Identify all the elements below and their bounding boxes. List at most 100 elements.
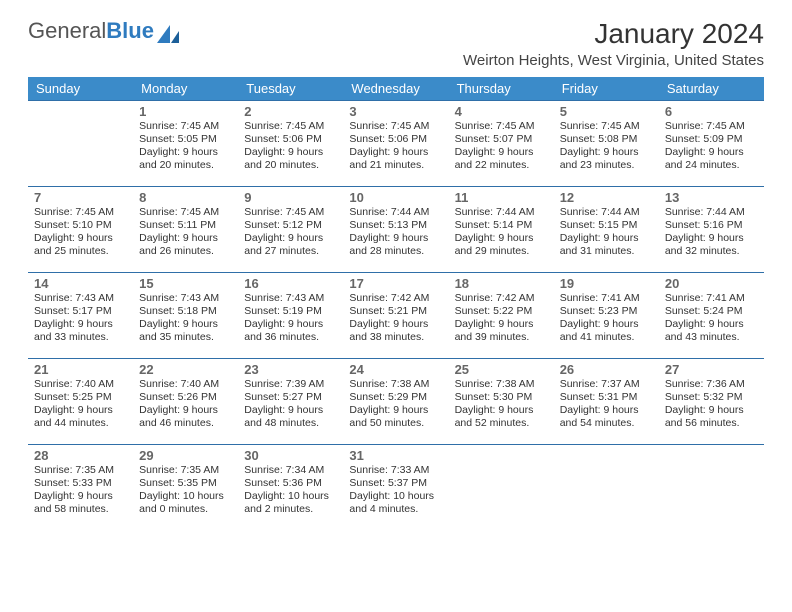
cell-info-line: Daylight: 9 hours bbox=[244, 318, 337, 331]
cell-info-line: Daylight: 9 hours bbox=[34, 232, 127, 245]
cell-info-line: and 29 minutes. bbox=[455, 245, 548, 258]
day-number: 25 bbox=[455, 362, 548, 377]
cell-info-line: Sunset: 5:19 PM bbox=[244, 305, 337, 318]
logo-sail-icon bbox=[157, 23, 179, 41]
cell-info-line: Daylight: 9 hours bbox=[34, 318, 127, 331]
calendar-cell: 20Sunrise: 7:41 AMSunset: 5:24 PMDayligh… bbox=[659, 273, 764, 359]
cell-info-line: Daylight: 9 hours bbox=[244, 404, 337, 417]
day-number: 21 bbox=[34, 362, 127, 377]
day-number: 11 bbox=[455, 190, 548, 205]
cell-info-line: and 36 minutes. bbox=[244, 331, 337, 344]
day-header: Monday bbox=[133, 77, 238, 101]
cell-info-line: Sunrise: 7:41 AM bbox=[665, 292, 758, 305]
cell-info-line: Sunrise: 7:43 AM bbox=[34, 292, 127, 305]
calendar-cell: 4Sunrise: 7:45 AMSunset: 5:07 PMDaylight… bbox=[449, 101, 554, 187]
cell-info-line: and 58 minutes. bbox=[34, 503, 127, 516]
cell-info-line: Sunrise: 7:45 AM bbox=[139, 120, 232, 133]
calendar-week-row: 1Sunrise: 7:45 AMSunset: 5:05 PMDaylight… bbox=[28, 101, 764, 187]
day-number: 8 bbox=[139, 190, 232, 205]
page-header: GeneralBlue January 2024 Weirton Heights… bbox=[28, 18, 764, 69]
day-number: 6 bbox=[665, 104, 758, 119]
calendar-cell: 31Sunrise: 7:33 AMSunset: 5:37 PMDayligh… bbox=[343, 445, 448, 531]
cell-info-line: and 24 minutes. bbox=[665, 159, 758, 172]
cell-info-line: and 56 minutes. bbox=[665, 417, 758, 430]
cell-info-line: Daylight: 9 hours bbox=[139, 404, 232, 417]
cell-info-line: Sunset: 5:05 PM bbox=[139, 133, 232, 146]
cell-info-line: and 35 minutes. bbox=[139, 331, 232, 344]
cell-info-line: Daylight: 9 hours bbox=[560, 404, 653, 417]
day-number: 7 bbox=[34, 190, 127, 205]
calendar-cell: 29Sunrise: 7:35 AMSunset: 5:35 PMDayligh… bbox=[133, 445, 238, 531]
day-number: 24 bbox=[349, 362, 442, 377]
cell-info-line: Sunrise: 7:40 AM bbox=[34, 378, 127, 391]
cell-info-line: Sunrise: 7:39 AM bbox=[244, 378, 337, 391]
cell-info-line: Sunrise: 7:44 AM bbox=[349, 206, 442, 219]
cell-info-line: Sunset: 5:15 PM bbox=[560, 219, 653, 232]
cell-info-line: and 23 minutes. bbox=[560, 159, 653, 172]
calendar-cell: 13Sunrise: 7:44 AMSunset: 5:16 PMDayligh… bbox=[659, 187, 764, 273]
cell-info-line: Sunrise: 7:43 AM bbox=[244, 292, 337, 305]
calendar-cell: 25Sunrise: 7:38 AMSunset: 5:30 PMDayligh… bbox=[449, 359, 554, 445]
cell-info-line: Daylight: 9 hours bbox=[349, 146, 442, 159]
cell-info-line: Sunrise: 7:45 AM bbox=[349, 120, 442, 133]
cell-info-line: Sunset: 5:37 PM bbox=[349, 477, 442, 490]
calendar-cell: 26Sunrise: 7:37 AMSunset: 5:31 PMDayligh… bbox=[554, 359, 659, 445]
calendar-cell: 6Sunrise: 7:45 AMSunset: 5:09 PMDaylight… bbox=[659, 101, 764, 187]
cell-info-line: and 28 minutes. bbox=[349, 245, 442, 258]
cell-info-line: Sunset: 5:07 PM bbox=[455, 133, 548, 146]
cell-info-line: Sunrise: 7:36 AM bbox=[665, 378, 758, 391]
cell-info-line: Daylight: 9 hours bbox=[34, 404, 127, 417]
cell-info-line: Sunrise: 7:45 AM bbox=[139, 206, 232, 219]
calendar-cell: 9Sunrise: 7:45 AMSunset: 5:12 PMDaylight… bbox=[238, 187, 343, 273]
cell-info-line: Sunrise: 7:45 AM bbox=[455, 120, 548, 133]
day-number: 31 bbox=[349, 448, 442, 463]
calendar-cell bbox=[449, 445, 554, 531]
day-number: 1 bbox=[139, 104, 232, 119]
calendar-cell: 10Sunrise: 7:44 AMSunset: 5:13 PMDayligh… bbox=[343, 187, 448, 273]
day-number: 13 bbox=[665, 190, 758, 205]
calendar-cell bbox=[659, 445, 764, 531]
cell-info-line: and 43 minutes. bbox=[665, 331, 758, 344]
day-number: 3 bbox=[349, 104, 442, 119]
cell-info-line: and 27 minutes. bbox=[244, 245, 337, 258]
cell-info-line: Sunset: 5:13 PM bbox=[349, 219, 442, 232]
cell-info-line: and 33 minutes. bbox=[34, 331, 127, 344]
day-header: Thursday bbox=[449, 77, 554, 101]
day-number: 10 bbox=[349, 190, 442, 205]
cell-info-line: Sunrise: 7:43 AM bbox=[139, 292, 232, 305]
brand-word-1: General bbox=[28, 18, 106, 44]
cell-info-line: Sunrise: 7:44 AM bbox=[665, 206, 758, 219]
day-number: 18 bbox=[455, 276, 548, 291]
cell-info-line: Daylight: 9 hours bbox=[455, 232, 548, 245]
day-number: 26 bbox=[560, 362, 653, 377]
cell-info-line: Sunrise: 7:45 AM bbox=[244, 206, 337, 219]
cell-info-line: Sunset: 5:32 PM bbox=[665, 391, 758, 404]
cell-info-line: and 54 minutes. bbox=[560, 417, 653, 430]
cell-info-line: Sunrise: 7:37 AM bbox=[560, 378, 653, 391]
title-block: January 2024 Weirton Heights, West Virgi… bbox=[463, 18, 764, 69]
day-number: 22 bbox=[139, 362, 232, 377]
day-number: 14 bbox=[34, 276, 127, 291]
cell-info-line: Daylight: 9 hours bbox=[455, 146, 548, 159]
calendar-cell bbox=[28, 101, 133, 187]
day-header: Sunday bbox=[28, 77, 133, 101]
calendar-cell: 2Sunrise: 7:45 AMSunset: 5:06 PMDaylight… bbox=[238, 101, 343, 187]
cell-info-line: Daylight: 9 hours bbox=[244, 146, 337, 159]
calendar-cell: 21Sunrise: 7:40 AMSunset: 5:25 PMDayligh… bbox=[28, 359, 133, 445]
cell-info-line: Daylight: 9 hours bbox=[560, 232, 653, 245]
cell-info-line: Sunrise: 7:41 AM bbox=[560, 292, 653, 305]
cell-info-line: Daylight: 9 hours bbox=[665, 404, 758, 417]
cell-info-line: Sunrise: 7:45 AM bbox=[244, 120, 337, 133]
cell-info-line: Sunset: 5:11 PM bbox=[139, 219, 232, 232]
calendar-cell: 27Sunrise: 7:36 AMSunset: 5:32 PMDayligh… bbox=[659, 359, 764, 445]
cell-info-line: Daylight: 9 hours bbox=[665, 146, 758, 159]
calendar-week-row: 21Sunrise: 7:40 AMSunset: 5:25 PMDayligh… bbox=[28, 359, 764, 445]
month-title: January 2024 bbox=[463, 18, 764, 50]
cell-info-line: and 48 minutes. bbox=[244, 417, 337, 430]
calendar-cell: 24Sunrise: 7:38 AMSunset: 5:29 PMDayligh… bbox=[343, 359, 448, 445]
cell-info-line: and 31 minutes. bbox=[560, 245, 653, 258]
cell-info-line: and 32 minutes. bbox=[665, 245, 758, 258]
cell-info-line: Sunset: 5:10 PM bbox=[34, 219, 127, 232]
cell-info-line: Daylight: 9 hours bbox=[349, 318, 442, 331]
calendar-cell: 5Sunrise: 7:45 AMSunset: 5:08 PMDaylight… bbox=[554, 101, 659, 187]
